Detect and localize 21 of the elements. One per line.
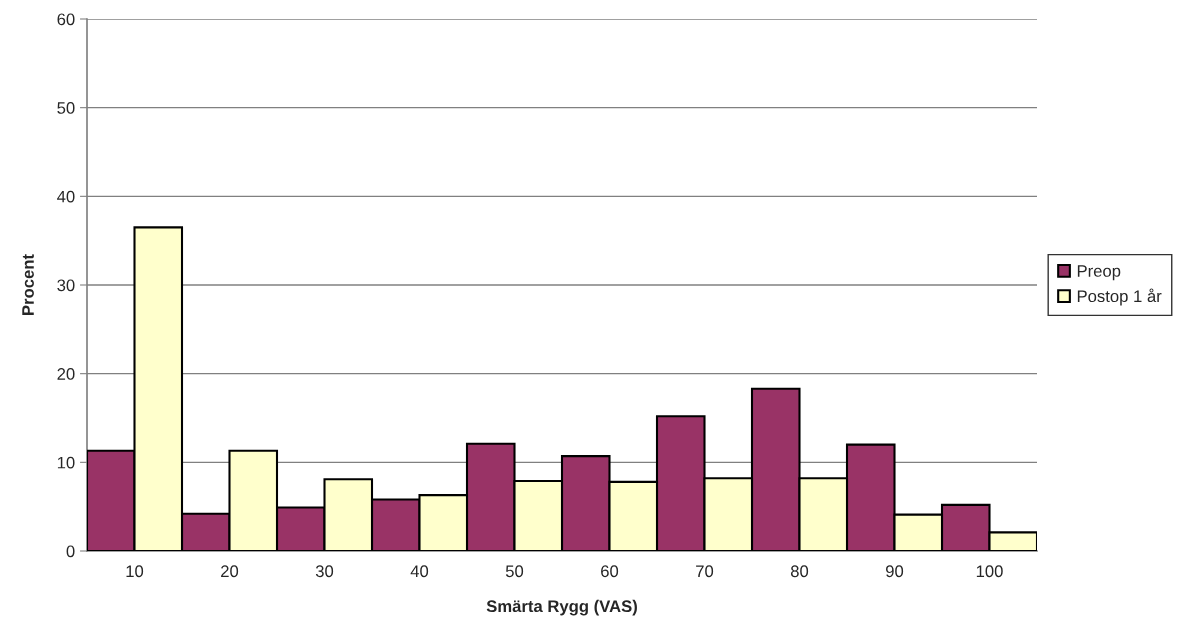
- y-tick-label: 20: [57, 368, 75, 380]
- x-tick-label: 80: [790, 565, 809, 578]
- x-tick-label: 40: [410, 565, 429, 578]
- y-tick-label: 50: [57, 102, 75, 114]
- x-tick-label: 70: [696, 565, 714, 578]
- x-tick-label: 90: [886, 565, 904, 578]
- x-axis-title: Smärta Rygg (VAS): [486, 599, 637, 616]
- y-tick-label: 0: [66, 545, 75, 558]
- x-tick-label: 10: [126, 565, 144, 578]
- x-tick-label: 100: [976, 565, 1003, 578]
- y-tick-label: 30: [57, 279, 75, 292]
- x-tick-label: 60: [601, 565, 619, 578]
- y-tick-label: 10: [57, 456, 75, 469]
- legend-label: Postop 1 år: [1077, 288, 1162, 306]
- x-tick-label: 50: [505, 565, 524, 578]
- x-tick-label: 30: [315, 565, 334, 578]
- y-tick-label: 60: [57, 13, 75, 26]
- y-axis-title: Procent: [22, 254, 34, 315]
- x-tick-label: 20: [221, 565, 239, 578]
- legend-label: Preop: [1077, 265, 1121, 281]
- y-tick-label: 40: [57, 190, 75, 203]
